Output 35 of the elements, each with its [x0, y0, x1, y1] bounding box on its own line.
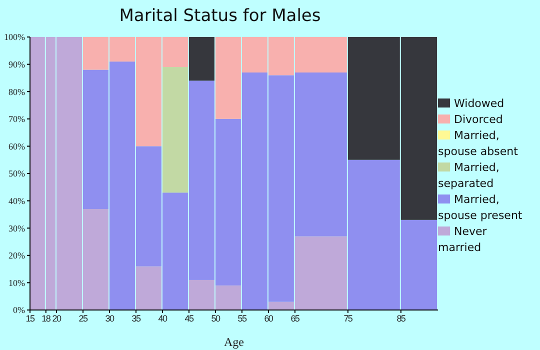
x-tick-label: 15 — [26, 313, 35, 324]
x-axis-title: Age — [224, 335, 244, 349]
legend-label: Divorced — [454, 113, 503, 126]
y-tick-label: 20% — [8, 250, 26, 261]
x-tick-label: 65 — [290, 313, 300, 324]
x-tick-label: 18 — [42, 313, 51, 324]
y-tick-label: 90% — [8, 59, 26, 70]
chart-title: Marital Status for Males — [118, 6, 322, 26]
x-tick-label: 40 — [158, 313, 168, 324]
x-tick-label: 75 — [344, 313, 353, 324]
y-tick-label: 0% — [13, 305, 26, 316]
y-tick-label: 30% — [8, 223, 26, 234]
x-tick-label: 85 — [396, 313, 406, 324]
x-tick-label: 25 — [78, 313, 88, 324]
x-tick-label: 35 — [132, 313, 141, 324]
y-tick-label: 10% — [8, 278, 26, 288]
y-tick-label: 50% — [8, 168, 26, 179]
legend-label: Married, spouse present — [438, 193, 522, 222]
legend-label: Married, spouse absent — [438, 129, 518, 158]
x-tick-label: 30 — [105, 313, 114, 324]
x-tick-label: 55 — [238, 313, 247, 324]
legend-label: Widowed — [454, 97, 504, 110]
bar — [162, 67, 188, 193]
y-tick-label: 40% — [8, 196, 26, 206]
y-tick-label: 100% — [4, 32, 26, 42]
legend-label: Married, separated — [438, 161, 500, 190]
y-tick-label: 80% — [8, 86, 26, 97]
x-tick-label: 60 — [264, 313, 274, 324]
bar — [136, 266, 162, 310]
y-tick-label: 60% — [8, 141, 26, 152]
legend-label: Never married — [438, 225, 487, 254]
x-tick-label: 45 — [184, 313, 194, 324]
y-tick-label: 70% — [8, 114, 26, 124]
x-tick-label: 20 — [52, 313, 62, 324]
x-tick-label: 50 — [211, 313, 220, 324]
